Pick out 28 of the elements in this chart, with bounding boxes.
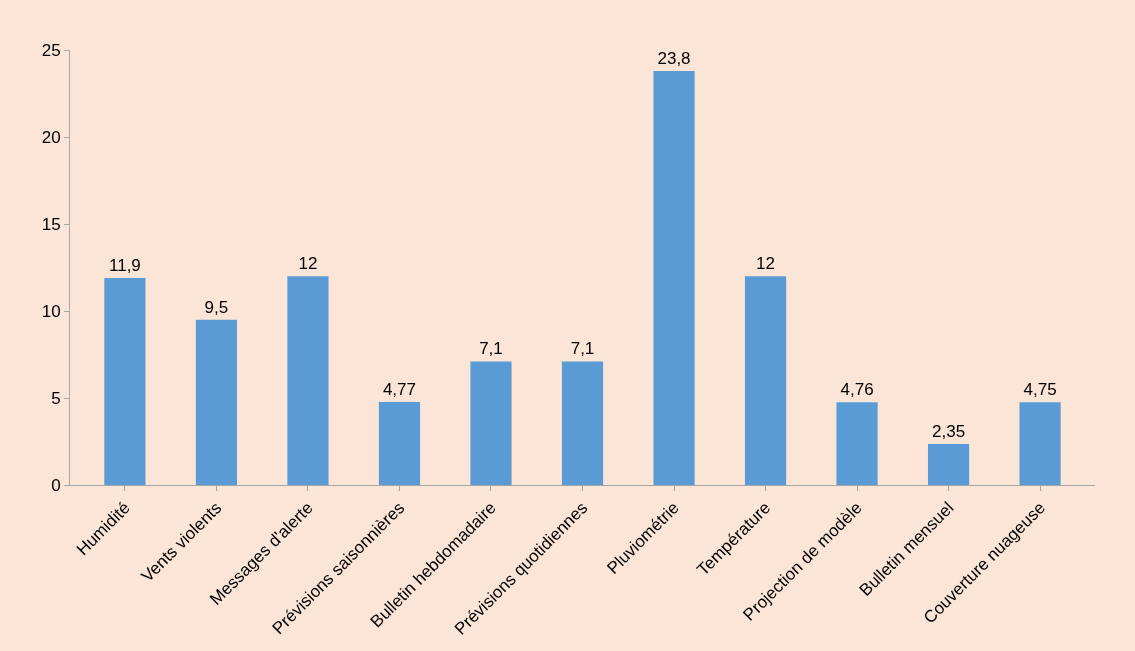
bar [287, 276, 329, 485]
y-tick-label: 25 [41, 40, 61, 60]
data-label: 4,77 [382, 380, 417, 399]
data-label: 11,9 [109, 255, 141, 275]
y-tick-label: 10 [41, 301, 61, 321]
y-tick-label: 5 [51, 388, 61, 408]
bar [195, 319, 238, 485]
data-label: 4,75 [1023, 380, 1057, 400]
data-label: 4,76 [840, 380, 874, 400]
bar [104, 277, 146, 485]
bar [653, 70, 695, 485]
y-tick-label: 20 [41, 127, 61, 147]
data-label: 2,35 [932, 422, 966, 442]
data-label: 12 [298, 254, 318, 274]
data-label: 7,1 [479, 339, 503, 359]
bar [470, 361, 512, 485]
y-tick-label: 0 [51, 475, 61, 495]
bar [561, 361, 604, 485]
bar [1019, 402, 1061, 485]
bar [836, 402, 878, 485]
data-label: 23,8 [657, 48, 691, 68]
y-tick-label: 15 [41, 214, 61, 234]
bar [744, 276, 787, 485]
data-label: 9,5 [204, 297, 229, 317]
data-label: 7,1 [570, 339, 595, 359]
data-label: 12 [756, 254, 775, 274]
bar [378, 402, 421, 485]
bar [927, 444, 970, 485]
